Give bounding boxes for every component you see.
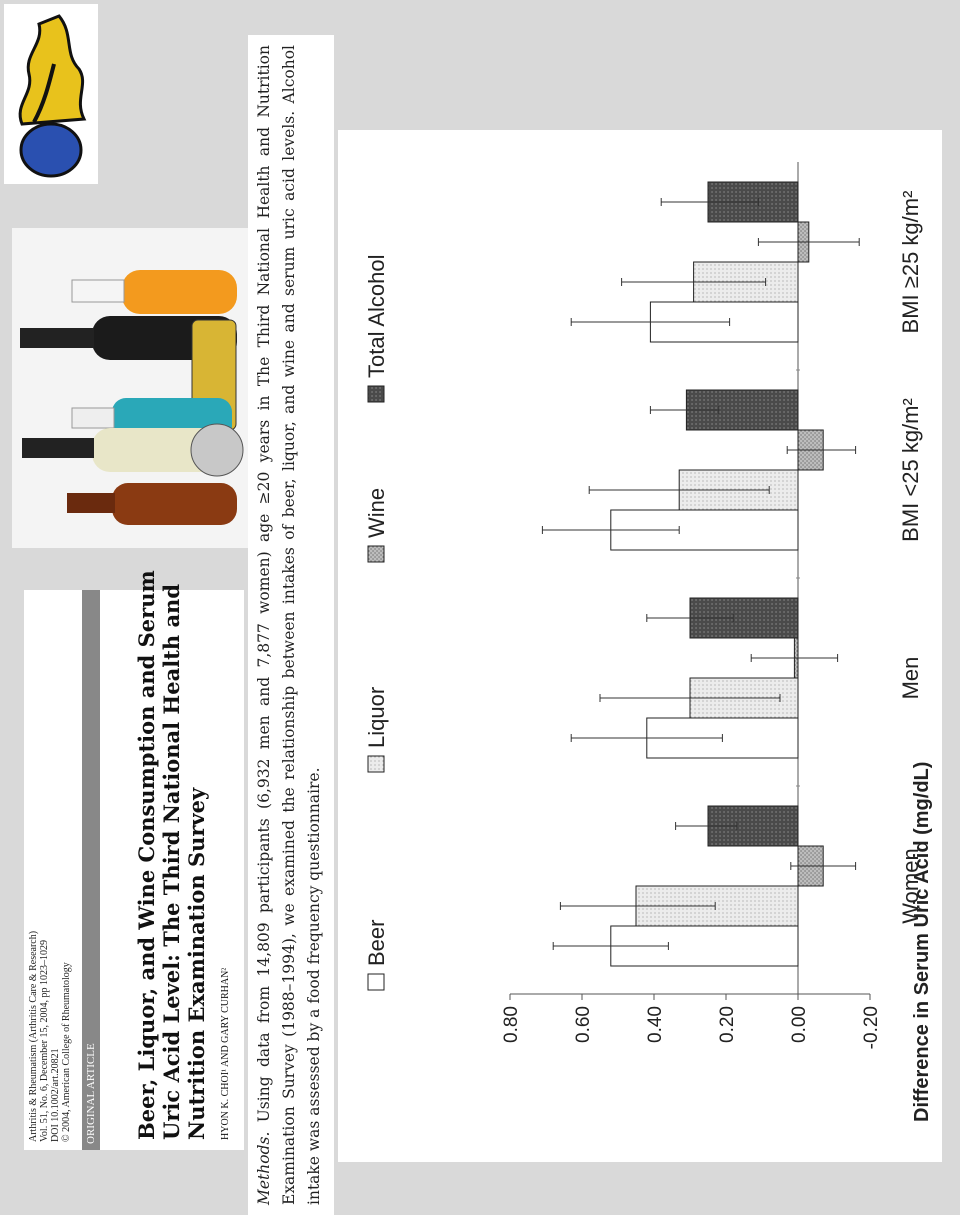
citation-line: Vol. 51, No. 6, December 15, 2004, pp 10…	[39, 939, 50, 1142]
chart-panel: 0.80 0.60 0.40 0.20 0.00 -0.20 Difference in S…	[338, 130, 942, 1162]
methods-label: Methods.	[255, 1131, 273, 1205]
article-header: Arthritis & Rheumatism (Arthritis Care &…	[24, 570, 244, 1150]
bar-chart: 0.80 0.60 0.40 0.20 0.00 -0.20 Difference in S…	[364, 162, 933, 1122]
article-title: Beer, Liquor, and Wine Consumption and S…	[134, 570, 209, 1140]
y-tick-label: 0.80	[501, 1006, 522, 1043]
y-tick-label: 0.00	[789, 1006, 810, 1043]
x-category-label: Men	[898, 657, 923, 700]
y-tick-label: 0.40	[645, 1006, 666, 1043]
logo-graphic	[18, 14, 87, 178]
x-category-label: BMI <25 kg/m²	[898, 398, 923, 542]
citation-line: © 2004, American College of Rheumatology	[61, 962, 72, 1142]
legend-label: Beer	[364, 920, 389, 966]
title-line: Beer, Liquor, and Wine Consumption and S…	[134, 570, 159, 1140]
article-authors: HYON K. CHOI¹ AND GARY CURHAN²	[220, 967, 231, 1140]
legend-swatch	[367, 755, 385, 773]
y-axis-title: Difference in Serum Uric Acid (mg/dL)	[911, 762, 933, 1122]
legend-label: Total Alcohol	[364, 254, 389, 378]
title-line: Uric Acid Level: The Third National Heal…	[159, 583, 184, 1140]
bottles-illustration	[20, 270, 244, 525]
methods-paragraph: Methods. Using data from 14,809 particip…	[248, 35, 334, 1215]
journal-logo	[4, 4, 98, 184]
section-bar: ORIGINAL ARTICLE	[82, 590, 100, 1150]
x-category-label: Women	[898, 848, 923, 923]
legend-swatch	[367, 385, 385, 403]
y-tick-label: 0.60	[573, 1006, 594, 1043]
legend-swatch	[367, 545, 385, 563]
legend-label: Liquor	[364, 687, 389, 748]
title-line: Nutrition Examination Survey	[184, 787, 209, 1140]
bottles-photo-frame	[12, 228, 248, 548]
y-tick-label: 0.20	[717, 1006, 738, 1043]
legend-swatch	[367, 973, 385, 991]
methods-text: Using data from 14,809 participants (6,9…	[255, 45, 323, 1205]
section-label: ORIGINAL ARTICLE	[85, 1043, 97, 1144]
citation-line: Arthritis & Rheumatism (Arthritis Care &…	[28, 930, 39, 1142]
y-tick-label: -0.20	[861, 1006, 882, 1049]
legend-label: Wine	[364, 488, 389, 538]
journal-citation: Arthritis & Rheumatism (Arthritis Care &…	[28, 931, 72, 1142]
citation-line: DOI 10.1002/art.20821	[50, 1048, 61, 1142]
x-category-label: BMI ≥25 kg/m²	[898, 191, 923, 334]
